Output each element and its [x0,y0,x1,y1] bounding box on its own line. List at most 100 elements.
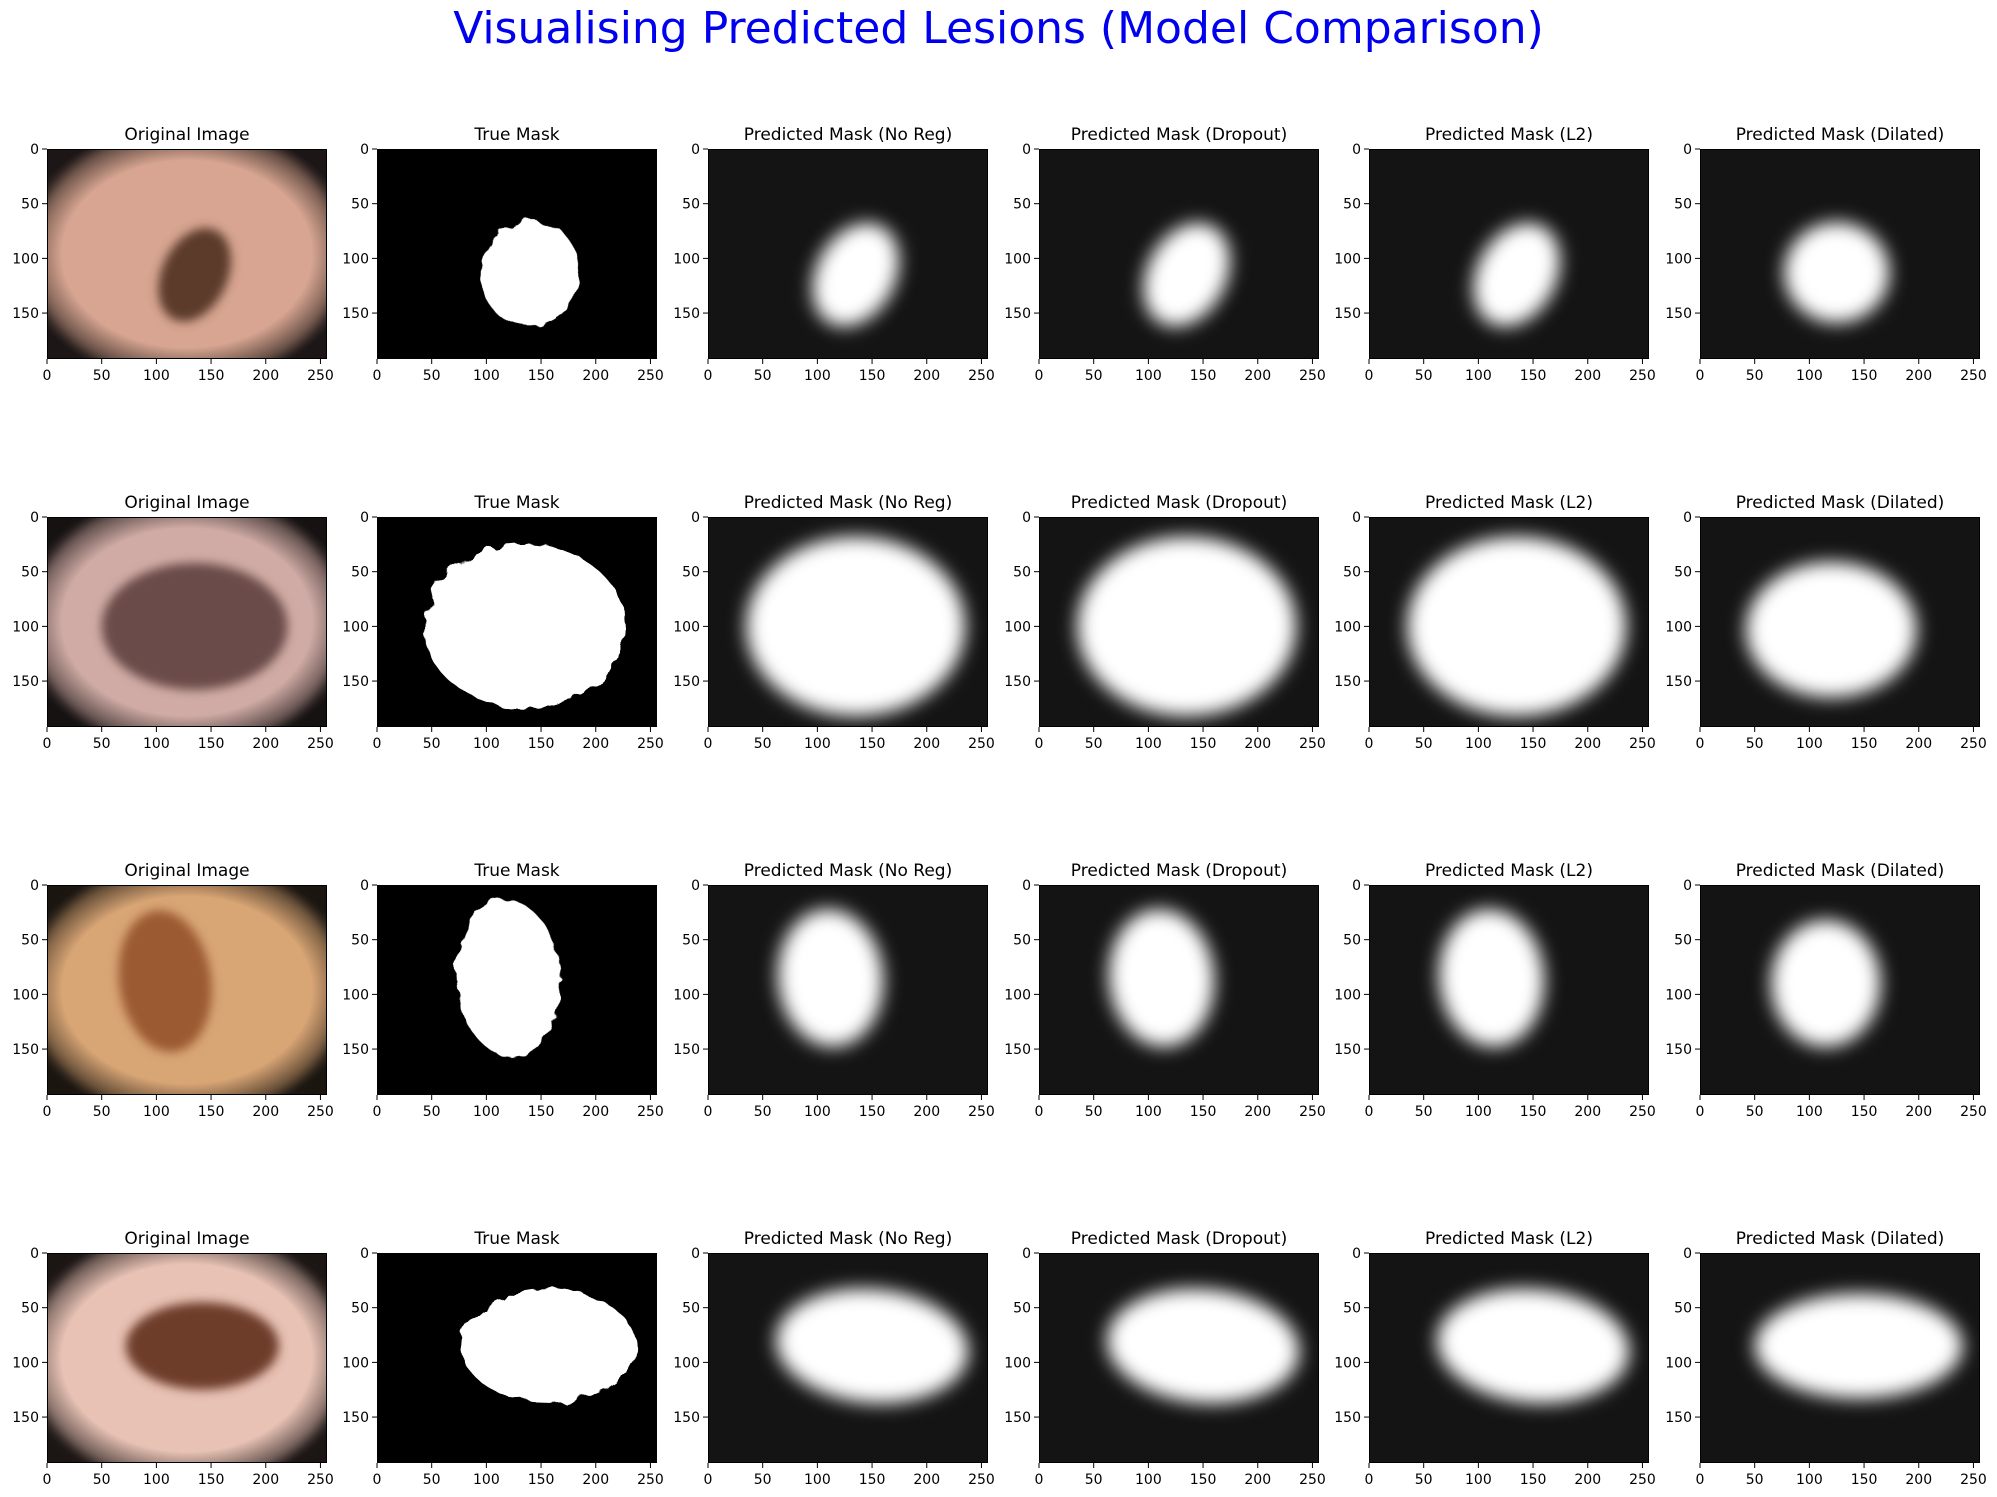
x-tick-label: 250 [968,368,995,384]
x-tick-label: 200 [582,1104,609,1120]
x-tick-label: 250 [1299,368,1326,384]
x-tick-label: 50 [754,368,772,384]
y-tick-label: 0 [360,878,369,894]
y-tick-label: 0 [360,142,369,158]
x-tick-label: 50 [93,368,111,384]
y-tick-label: 100 [673,251,700,267]
x-tick-label: 200 [1905,736,1932,752]
true-mask-region [461,1289,637,1403]
predicted-mask-region [1473,223,1560,327]
x-tick-label: 100 [1465,1104,1492,1120]
predicted-mask-region [746,536,966,717]
subplot-title: Predicted Mask (No Reg) [744,1229,952,1249]
predicted-mask-region [777,909,884,1047]
x-tick-label: 200 [582,1472,609,1488]
y-tick-label: 150 [1004,1410,1031,1426]
y-tick-label: 100 [1334,619,1361,635]
x-tick-label: 0 [1696,1472,1705,1488]
x-tick-label: 50 [423,368,441,384]
x-tick-label: 100 [473,1104,500,1120]
subplot-r4-c3: Predicted Mask (No Reg) 0 50 100 150 200 250 0 5… [673,1229,995,1488]
y-tick-label: 50 [1674,1301,1692,1317]
y-tick-label: 0 [691,1246,700,1262]
axes-frame [708,1253,988,1463]
y-tick-label: 0 [1352,1246,1361,1262]
subplot-r2-c6: Predicted Mask (Dilated) 0 50 100 150 200 250 0… [1665,493,1987,752]
y-tick-label: 100 [1004,1355,1031,1371]
y-tick-label: 50 [1674,565,1692,581]
subplot-r1-c4: Predicted Mask (Dropout) 0 50 100 150 200 250 0… [1004,125,1326,384]
x-tick-label: 0 [373,1472,382,1488]
y-tick-label: 150 [1334,1042,1361,1058]
x-tick-label: 250 [307,1472,334,1488]
y-tick-label: 150 [1004,306,1031,322]
y-tick-label: 100 [1004,251,1031,267]
subplot-title: True Mask [473,861,559,881]
predicted-mask-region [1438,909,1545,1047]
y-tick-label: 0 [1022,510,1031,526]
x-tick-label: 150 [1520,736,1547,752]
y-tick-label: 50 [21,197,39,213]
x-tick-label: 150 [1851,368,1878,384]
subplot-r2-c1: Original Image 0 50 100 150 200 250 0 50 100 150 [12,493,334,752]
x-tick-label: 200 [1905,1472,1932,1488]
x-tick-label: 250 [307,1104,334,1120]
x-tick-label: 150 [1190,736,1217,752]
x-tick-label: 200 [1574,736,1601,752]
y-tick-label: 150 [12,1042,39,1058]
y-tick-label: 150 [1334,674,1361,690]
x-tick-label: 150 [1851,1472,1878,1488]
x-tick-label: 50 [93,1104,111,1120]
y-tick-label: 0 [1352,142,1361,158]
y-tick-label: 50 [1013,565,1031,581]
x-tick-label: 0 [1035,736,1044,752]
true-mask-region [455,899,561,1057]
y-tick-label: 0 [30,1246,39,1262]
y-tick-label: 0 [1683,878,1692,894]
vignette [47,149,327,359]
x-tick-label: 50 [1415,1104,1433,1120]
y-tick-label: 0 [360,510,369,526]
y-tick-label: 0 [1683,510,1692,526]
x-tick-label: 0 [1365,1472,1374,1488]
x-tick-label: 150 [859,1104,886,1120]
x-tick-label: 150 [1190,1104,1217,1120]
x-tick-label: 100 [143,1472,170,1488]
axes-frame [1039,885,1319,1095]
x-tick-label: 0 [1035,368,1044,384]
y-tick-label: 150 [1665,1042,1692,1058]
y-tick-label: 150 [1334,306,1361,322]
x-tick-label: 200 [252,736,279,752]
subplot-r4-c6: Predicted Mask (Dilated) 0 50 100 150 200 250 0… [1665,1229,1987,1488]
x-tick-label: 150 [198,1104,225,1120]
subplot-r3-c3: Predicted Mask (No Reg) 0 50 100 150 200 250 0 5… [673,861,995,1120]
x-tick-label: 50 [423,736,441,752]
figure-title: Visualising Predicted Lesions (Model Com… [453,3,1544,54]
y-tick-label: 0 [1022,142,1031,158]
y-tick-label: 50 [21,565,39,581]
x-tick-label: 200 [1244,368,1271,384]
y-tick-label: 150 [12,1410,39,1426]
x-tick-label: 200 [1574,368,1601,384]
x-tick-label: 200 [1244,1472,1271,1488]
subplot-title: Predicted Mask (L2) [1425,493,1593,513]
true-mask-region [424,544,626,709]
subplot-title: Predicted Mask (L2) [1425,125,1593,145]
x-tick-label: 100 [143,736,170,752]
subplot-r2-c2: True Mask 0 50 100 150 200 250 0 50 100 150 [342,493,664,752]
x-tick-label: 100 [1796,1104,1823,1120]
predicted-mask-region [1143,223,1230,327]
subplot-title: Original Image [124,861,249,881]
y-tick-label: 0 [1022,1246,1031,1262]
x-tick-label: 100 [143,1104,170,1120]
x-tick-label: 150 [859,1472,886,1488]
x-tick-label: 250 [637,368,664,384]
x-tick-label: 50 [1415,736,1433,752]
vignette [47,885,327,1095]
y-tick-label: 0 [1022,878,1031,894]
y-tick-label: 100 [12,619,39,635]
x-tick-label: 200 [1905,368,1932,384]
subplot-r4-c1: Original Image 0 50 100 150 200 250 0 50 100 150 [12,1229,334,1488]
x-tick-label: 0 [43,1104,52,1120]
axes-frame [1700,885,1980,1095]
